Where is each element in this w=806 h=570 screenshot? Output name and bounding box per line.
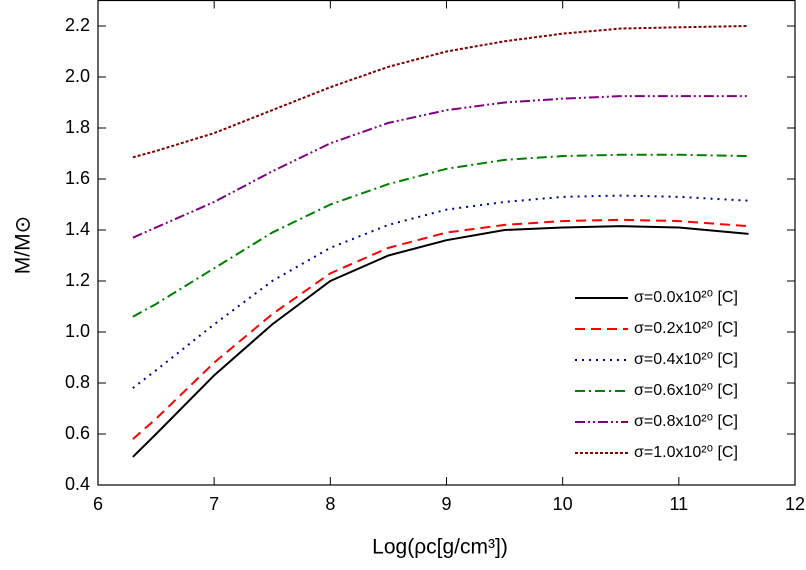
y-tick-label: 0.6	[65, 423, 90, 443]
x-tick-label: 6	[93, 494, 103, 514]
legend-label: σ=0.2x10²⁰ [C]	[634, 320, 738, 337]
x-tick-label: 8	[325, 494, 335, 514]
legend-label: σ=0.4x10²⁰ [C]	[634, 351, 738, 368]
x-tick-label: 10	[553, 494, 573, 514]
x-tick-label: 11	[669, 494, 688, 514]
y-tick-label: 1.0	[65, 321, 90, 341]
series-line	[132, 95, 749, 239]
legend-label: σ=0.8x10²⁰ [C]	[634, 413, 738, 430]
y-tick-label: 1.8	[65, 117, 90, 137]
y-axis-label: M/M⊙	[12, 216, 35, 274]
y-tick-label: 1.2	[65, 270, 90, 290]
y-tick-label: 1.6	[65, 168, 90, 188]
x-tick-label: 12	[785, 494, 805, 514]
y-tick-label: 2.0	[65, 66, 90, 86]
y-tick-label: 0.8	[65, 372, 90, 392]
series-line	[132, 225, 749, 458]
series-line	[132, 25, 749, 159]
legend-label: σ=0.6x10²⁰ [C]	[634, 382, 738, 399]
x-tick-label: 9	[441, 494, 451, 514]
legend-label: σ=1.0x10²⁰ [C]	[634, 444, 738, 461]
y-tick-label: 1.4	[65, 219, 90, 239]
legend-label: σ=0.0x10²⁰ [C]	[634, 289, 738, 306]
x-tick-label: 7	[209, 494, 219, 514]
y-tick-label: 2.2	[65, 15, 90, 35]
series-line	[132, 218, 749, 440]
y-tick-label: 0.4	[65, 474, 90, 494]
x-axis-label: Log(ρc[g/cm³])	[372, 536, 508, 559]
series-line	[132, 153, 749, 318]
